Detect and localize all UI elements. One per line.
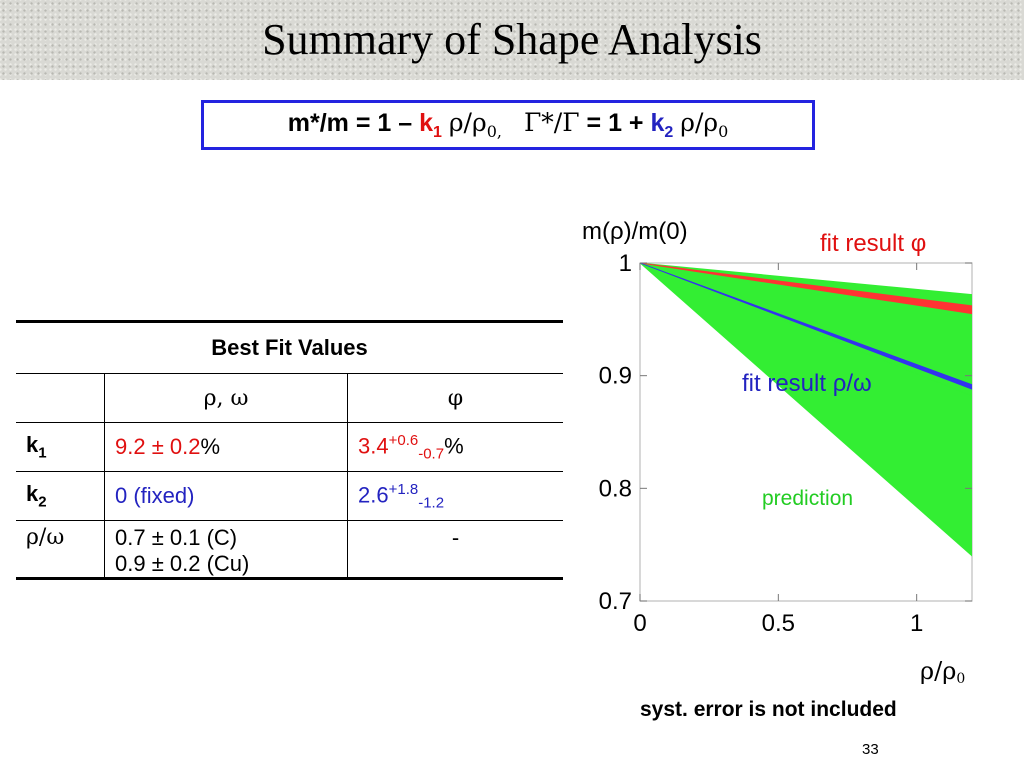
label-prediction: prediction — [762, 487, 853, 510]
x-tick-label: 0 — [633, 610, 646, 637]
formula-box: m*/m = 1 – k1 ρ/ρ0, Γ*/Γ = 1 + k2 ρ/ρ0 — [201, 100, 815, 150]
x-axis-label: ρ/ρ0 — [920, 657, 965, 687]
cell-phi: 3.4+0.6-0.7% — [347, 422, 563, 472]
table-title-row: Best Fit Values — [16, 320, 563, 374]
cell-phi: 2.6+1.8-1.2 — [347, 471, 563, 521]
cell-rho-omega: 0.7 ± 0.1 (C) 0.9 ± 0.2 (Cu) — [104, 520, 348, 580]
slide-title: Summary of Shape Analysis — [262, 15, 762, 64]
table-row: ρ/ω 0.7 ± 0.1 (C) 0.9 ± 0.2 (Cu) - — [16, 520, 563, 580]
table-row: k2 0 (fixed) 2.6+1.8-1.2 — [16, 471, 563, 521]
y-tick-label: 0.7 — [599, 588, 632, 615]
label-fit-rho: fit result ρ/ω — [742, 370, 872, 397]
row-label: k2 — [16, 471, 105, 521]
plot-area: 1 0.9 0.8 0.70 0.5 1 — [599, 250, 973, 637]
systematic-error-note: syst. error is not included — [640, 698, 897, 721]
header-band — [0, 0, 1024, 80]
formula-width: Γ*/Γ = 1 + k2 ρ/ρ0 — [523, 108, 729, 141]
x-tick-label: 0.5 — [762, 610, 795, 637]
band-1 — [640, 263, 972, 557]
cell-phi: - — [347, 520, 563, 580]
mass-ratio-chart: m(ρ)/m(0) ρ/ρ0 1 0.9 0.8 0.70 0.5 1 fit resul… — [582, 218, 973, 687]
band-3 — [640, 263, 972, 390]
table-row: k1 9.2 ± 0.2% 3.4+0.6-0.7% — [16, 422, 563, 472]
header-empty — [16, 373, 105, 423]
row-label: k1 — [16, 422, 105, 472]
y-axis-label: m(ρ)/m(0) — [582, 218, 688, 245]
band-2 — [640, 263, 972, 315]
table-title: Best Fit Values — [16, 320, 563, 374]
best-fit-table: Best Fit Values ρ, ω φ k1 9.2 ± 0.2% 3.4… — [16, 320, 563, 580]
cell-rho-omega: 9.2 ± 0.2% — [104, 422, 348, 472]
header-rho-omega: ρ, ω — [104, 373, 348, 423]
cell-rho-omega: 0 (fixed) — [104, 471, 348, 521]
formula-mass: m*/m = 1 – k1 ρ/ρ0, — [287, 108, 502, 141]
label-fit-phi: fit result φ — [820, 230, 926, 257]
page-number: 33 — [862, 741, 879, 758]
table-header-row: ρ, ω φ — [16, 373, 563, 423]
x-tick-label: 1 — [910, 610, 923, 637]
y-tick-label: 0.9 — [599, 363, 632, 390]
row-label: ρ/ω — [16, 520, 105, 580]
y-tick-label: 0.8 — [599, 475, 632, 502]
y-tick-label: 1 — [619, 250, 632, 277]
header-phi: φ — [347, 373, 563, 423]
